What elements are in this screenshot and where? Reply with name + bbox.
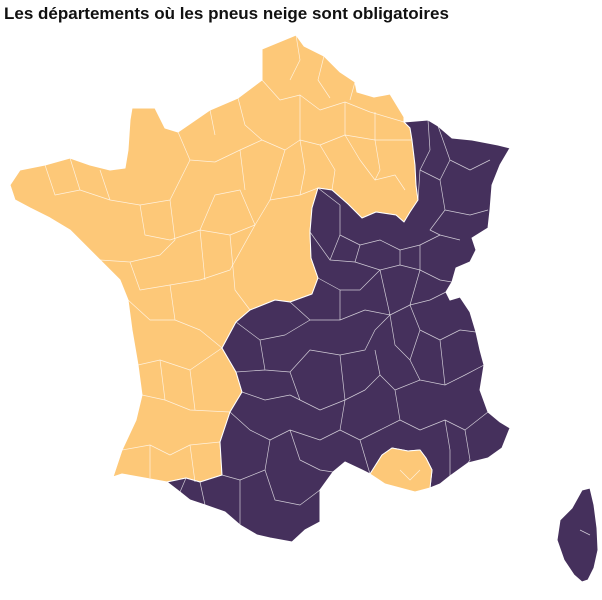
department-borders [44, 34, 591, 536]
region-non-obligatoire-provence [369, 447, 433, 493]
region-corse [556, 487, 599, 583]
map-title: Les départements où les pneus neige sont… [4, 4, 449, 23]
region-obligatoire [166, 119, 511, 543]
departments-layer [9, 34, 599, 583]
